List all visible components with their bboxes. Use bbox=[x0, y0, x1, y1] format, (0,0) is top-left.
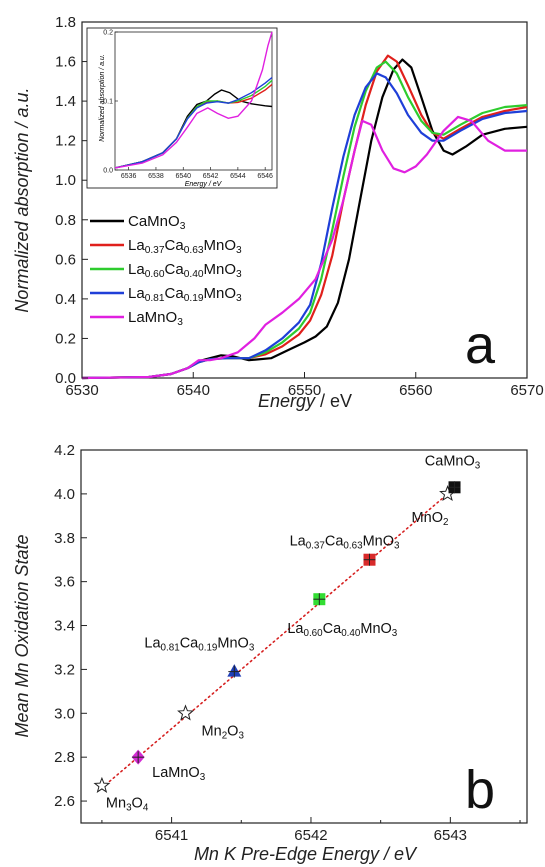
reference-label-0: MnO2 bbox=[412, 510, 449, 528]
legend-label-3: La0.81Ca0.19MnO3 bbox=[128, 285, 242, 304]
panel-b-markers bbox=[93, 481, 461, 793]
panel-b-y-tick-label-2: 3.0 bbox=[54, 705, 75, 722]
legend-label-0: CaMnO3 bbox=[128, 213, 186, 232]
sample-label-4: LaMnO3 bbox=[152, 765, 206, 783]
panel-a-series-line-4 bbox=[81, 115, 527, 380]
panel-a-y-axis-label: Normalized absorption / a.u. bbox=[12, 87, 32, 312]
panel-b-plot-frame bbox=[80, 449, 528, 824]
panel-a-label: a bbox=[465, 315, 496, 375]
reference-star-2 bbox=[93, 776, 111, 793]
panel-a-plot-area bbox=[81, 54, 528, 380]
panel-a-y-tick-label-8: 1.6 bbox=[55, 54, 76, 71]
inset-frame bbox=[86, 27, 278, 189]
panel-b-y-tick-label-7: 4.0 bbox=[54, 486, 75, 503]
panel-b-y-tick-label-1: 2.8 bbox=[54, 749, 75, 766]
inset-y-tick-label-0: 0.0 bbox=[103, 168, 113, 175]
panel-b-x-tick-label-0: 6541 bbox=[155, 827, 188, 844]
panel-b-y-tick-label-3: 3.2 bbox=[54, 661, 75, 678]
inset-x-tick-label-0: 6536 bbox=[121, 173, 137, 180]
panel-a-x-tick-label-4: 6570 bbox=[510, 382, 543, 399]
inset-y-tick-label-1: 0.1 bbox=[103, 99, 113, 106]
panel-b-y-tick-label-8: 4.2 bbox=[54, 442, 75, 459]
panel-a-axis-ticks: 6530 6540 6550 6560 6570 0.0 0.2 0.4 0.6 0.8 1.0 1.… bbox=[55, 14, 544, 399]
panel-a-x-axis-label: Energy / eV bbox=[258, 391, 352, 411]
sample-label-1: La0.37Ca0.63MnO3 bbox=[290, 534, 400, 552]
sample-label-0: CaMnO3 bbox=[425, 453, 481, 471]
panel-b-y-tick-label-4: 3.4 bbox=[54, 618, 75, 635]
panel-b-y-tick-label-5: 3.6 bbox=[54, 574, 75, 591]
panel-b-axis-ticks: 6541 6542 6543 2.6 2.8 3.0 3.2 3.4 3.6 3.8 4.0 4.2 bbox=[54, 442, 521, 844]
inset-series-line-3 bbox=[114, 76, 273, 169]
panel-b-fit-line bbox=[101, 490, 452, 789]
panel-a-x-tick-label-3: 6560 bbox=[399, 382, 432, 399]
panel-b-label: b bbox=[465, 760, 495, 820]
panel-a-x-tick-label-0: 6530 bbox=[65, 382, 98, 399]
panel-a-y-tick-label-6: 1.2 bbox=[55, 133, 76, 150]
panel-b-x-tick-label-2: 6543 bbox=[434, 827, 467, 844]
legend-label-1: La0.37Ca0.63MnO3 bbox=[128, 237, 242, 256]
sample-label-2: La0.60Ca0.40MnO3 bbox=[287, 621, 397, 639]
inset-axis-ticks: 6536 6538 6540 6542 6544 6546 0.0 0.1 0.2 bbox=[103, 30, 273, 181]
panel-a-inset: 6536 6538 6540 6542 6544 6546 0.0 0.1 0.2 Energy… bbox=[86, 27, 278, 189]
inset-x-tick-label-1: 6538 bbox=[148, 173, 164, 180]
panel-a-y-tick-label-7: 1.4 bbox=[55, 93, 76, 110]
sample-label-3: La0.81Ca0.19MnO3 bbox=[144, 636, 254, 654]
panel-a-x-tick-label-2: 6550 bbox=[288, 382, 321, 399]
legend-label-2: La0.60Ca0.40MnO3 bbox=[128, 261, 242, 280]
panel-b-point-labels: CaMnO3 La0.37Ca0.63MnO3 La0.60Ca0.40MnO3 La… bbox=[106, 453, 481, 813]
panel-b-y-tick-label-0: 2.6 bbox=[54, 793, 75, 810]
inset-x-tick-label-3: 6542 bbox=[203, 173, 219, 180]
panel-a-y-tick-label-0: 0.0 bbox=[55, 370, 76, 387]
inset-x-tick-label-2: 6540 bbox=[175, 173, 191, 180]
panel-b-y-tick-label-6: 3.8 bbox=[54, 530, 75, 547]
panel-a-x-tick-label-1: 6540 bbox=[177, 382, 210, 399]
inset-x-axis-label: Energy / eV bbox=[185, 181, 223, 188]
inset-y-axis-label: Normalized absorption / a.u. bbox=[99, 54, 106, 142]
panel-a: 6530 6540 6550 6560 6570 0.0 0.2 0.4 0.6 0.8 1.0 1.… bbox=[12, 14, 544, 411]
fit-line bbox=[101, 490, 452, 789]
panel-a-y-tick-label-9: 1.8 bbox=[55, 14, 76, 31]
reference-label-2: Mn3O4 bbox=[106, 796, 149, 814]
panel-b-x-tick-label-1: 6542 bbox=[294, 827, 327, 844]
panel-b-y-axis-label: Mean Mn Oxidation State bbox=[12, 534, 32, 737]
legend-label-4: LaMnO3 bbox=[128, 309, 183, 328]
reference-star-1 bbox=[177, 704, 195, 721]
panel-a-y-tick-label-2: 0.4 bbox=[55, 291, 76, 308]
panel-a-y-tick-label-5: 1.0 bbox=[55, 172, 76, 189]
panel-a-y-tick-label-1: 0.2 bbox=[55, 330, 76, 347]
inset-x-tick-label-5: 6546 bbox=[257, 173, 273, 180]
panel-a-y-tick-label-4: 0.8 bbox=[55, 212, 76, 229]
panel-b-x-axis-label: Mn K Pre-Edge Energy / eV bbox=[194, 844, 418, 864]
inset-plot-area bbox=[114, 31, 273, 171]
panel-a-legend: CaMnO3 La0.37Ca0.63MnO3 La0.60Ca0.40MnO3 La… bbox=[90, 213, 242, 328]
panel-b: 6541 6542 65432.62.83.03.23.43.63.84.04.2 … bbox=[12, 442, 528, 864]
inset-x-tick-label-4: 6544 bbox=[230, 173, 246, 180]
reference-label-1: Mn2O3 bbox=[202, 723, 245, 741]
inset-series-line-4 bbox=[114, 31, 273, 169]
inset-y-tick-label-2: 0.2 bbox=[103, 30, 113, 37]
panel-a-y-tick-label-3: 0.6 bbox=[55, 251, 76, 268]
